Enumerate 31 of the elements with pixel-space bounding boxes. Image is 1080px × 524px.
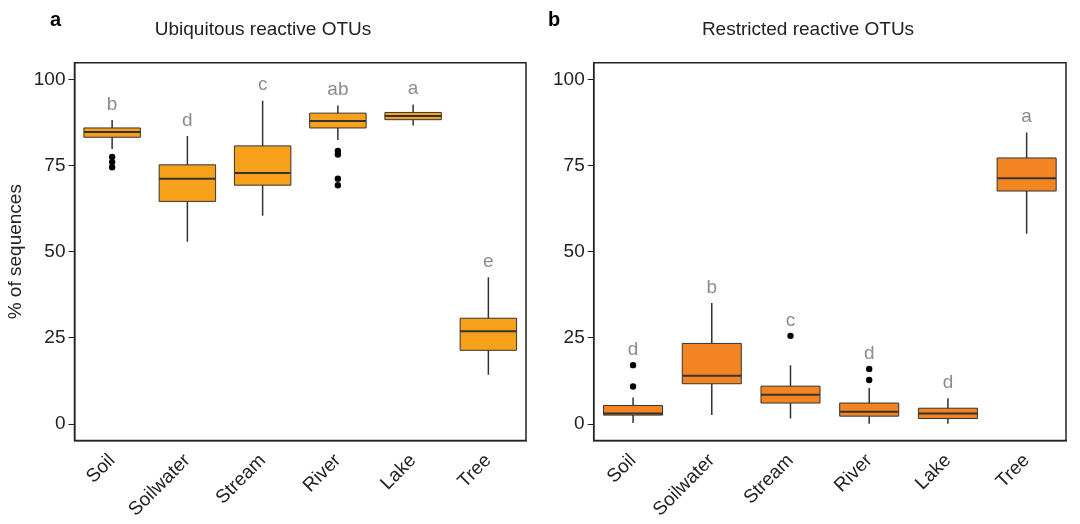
annotation: b <box>706 275 718 297</box>
text: b <box>548 7 561 30</box>
x-tick-label: Soil <box>602 449 640 487</box>
chart-title: Restricted reactive OTUs <box>701 17 915 39</box>
text: a <box>50 7 62 30</box>
y-tick-label: 100 <box>33 67 66 89</box>
annotation: d <box>863 341 875 363</box>
y-tick-label: 25 <box>563 326 585 348</box>
y-tick-label: 50 <box>563 239 585 261</box>
y-tick-label: 0 <box>54 412 66 434</box>
x-tick-label: Soil <box>81 449 119 487</box>
annotation: a <box>407 77 419 99</box>
annotation: d <box>627 337 639 359</box>
y-tick-label: 75 <box>563 153 585 175</box>
annotation: a <box>1021 105 1033 127</box>
x-tick-label: Tree <box>452 449 495 492</box>
annotation: e <box>483 249 494 271</box>
x-tick-label: Tree <box>991 449 1034 492</box>
annotation: c <box>785 308 796 330</box>
y-tick-label: 100 <box>553 67 585 89</box>
y-tick-label: 75 <box>44 153 66 175</box>
y-tick-label: 25 <box>44 326 66 348</box>
chart-title: Ubiquitous reactive OTUs <box>154 17 372 39</box>
y-axis-title: % of sequences <box>3 184 25 320</box>
annotation: d <box>182 108 193 130</box>
annotation: ab <box>327 78 349 100</box>
annotation: b <box>106 92 118 114</box>
annotation: d <box>942 370 954 392</box>
annotation: c <box>257 73 268 95</box>
y-tick-label: 0 <box>574 412 585 434</box>
y-tick-label: 50 <box>44 239 66 261</box>
